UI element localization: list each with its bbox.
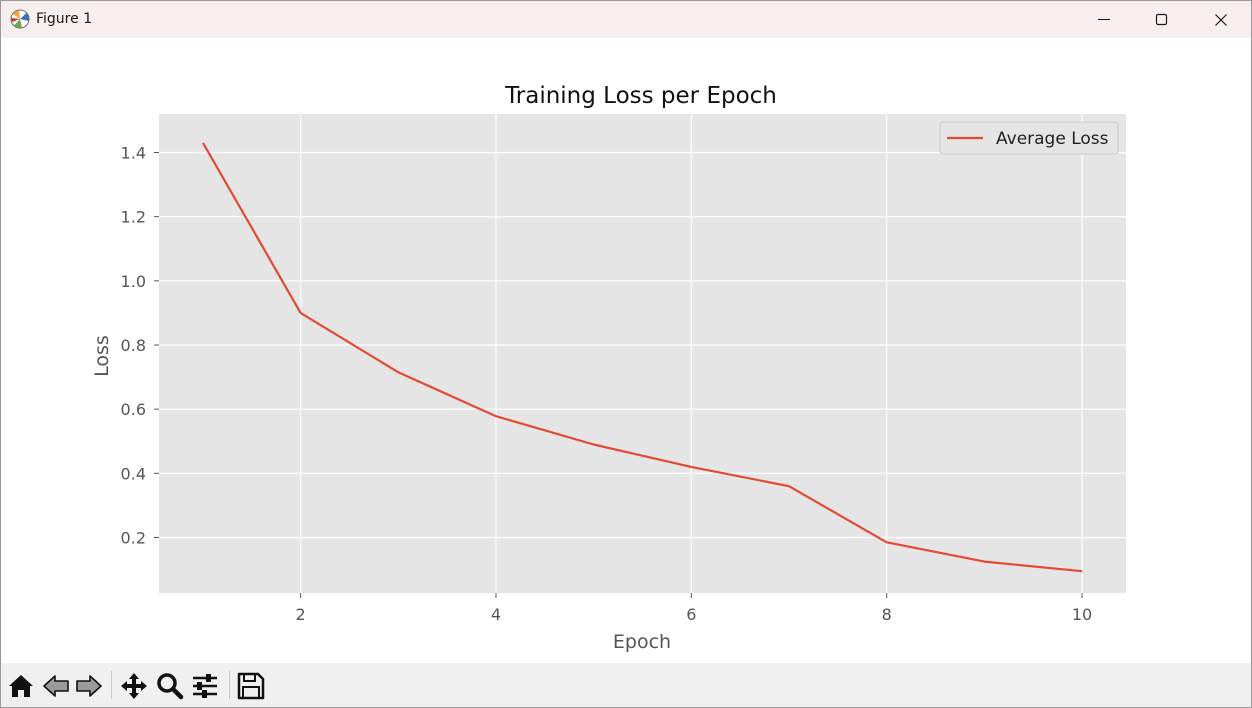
back-arrow-icon	[43, 675, 69, 697]
back-button[interactable]	[41, 671, 71, 701]
x-tick-label: 4	[491, 605, 501, 624]
legend-box	[939, 121, 1119, 155]
close-icon	[1215, 14, 1227, 26]
y-axis-label: Loss	[91, 335, 113, 377]
save-button[interactable]	[236, 671, 266, 701]
forward-button[interactable]	[74, 671, 104, 701]
floppy-disk-icon	[237, 672, 265, 700]
maximize-icon	[1155, 13, 1168, 26]
minimize-button[interactable]	[1075, 1, 1133, 38]
minimize-icon	[1098, 19, 1110, 20]
navigation-toolbar	[1, 663, 1251, 707]
x-axis-label: Epoch	[613, 631, 671, 653]
x-tick-label: 8	[882, 605, 892, 624]
y-tick-label: 1.4	[121, 143, 146, 162]
magnifier-icon	[157, 673, 184, 700]
x-tick-label: 2	[296, 605, 306, 624]
home-button[interactable]	[6, 671, 36, 701]
home-icon	[9, 675, 33, 697]
y-tick-label: 1.0	[121, 272, 146, 291]
legend-label: Average Loss	[996, 129, 1109, 149]
title-bar[interactable]: Figure 1	[1, 1, 1251, 38]
forward-arrow-icon	[76, 675, 102, 697]
legend: Average Loss	[939, 121, 1119, 155]
y-tick-label: 0.6	[121, 400, 146, 419]
figure-canvas[interactable]: 2 4 6 8 10 0.2 0.4 0.6 0.8 1.0 1.2 1.4 Training Los…	[1, 38, 1251, 663]
y-tick-label: 0.2	[121, 528, 146, 547]
tick-marks: 2 4 6 8 10 0.2 0.4 0.6 0.8 1.0 1.2 1.4	[121, 143, 1093, 624]
series-line-average-loss	[202, 142, 1083, 573]
move-icon	[121, 673, 147, 699]
pan-button[interactable]	[119, 671, 149, 701]
gridlines	[159, 114, 1126, 593]
zoom-button[interactable]	[155, 671, 185, 701]
series-lines	[202, 142, 1083, 573]
sliders-icon	[193, 674, 217, 698]
x-tick-label: 10	[1072, 605, 1092, 624]
plot-area	[159, 114, 1126, 593]
maximize-button[interactable]	[1133, 1, 1191, 38]
close-button[interactable]	[1192, 1, 1250, 38]
line-chart: 2 4 6 8 10 0.2 0.4 0.6 0.8 1.0 1.2 1.4 Training Los…	[91, 83, 1126, 653]
toolbar-separator	[229, 671, 230, 699]
toolbar-separator	[111, 671, 112, 699]
y-tick-label: 1.2	[121, 208, 146, 227]
window-title: Figure 1	[36, 11, 93, 27]
configure-subplots-button[interactable]	[190, 671, 220, 701]
y-tick-label: 0.8	[121, 336, 146, 355]
chart-title: Training Loss per Epoch	[504, 83, 777, 109]
x-tick-label: 6	[686, 605, 696, 624]
y-tick-label: 0.4	[121, 464, 146, 483]
matplotlib-logo-icon	[10, 9, 30, 29]
